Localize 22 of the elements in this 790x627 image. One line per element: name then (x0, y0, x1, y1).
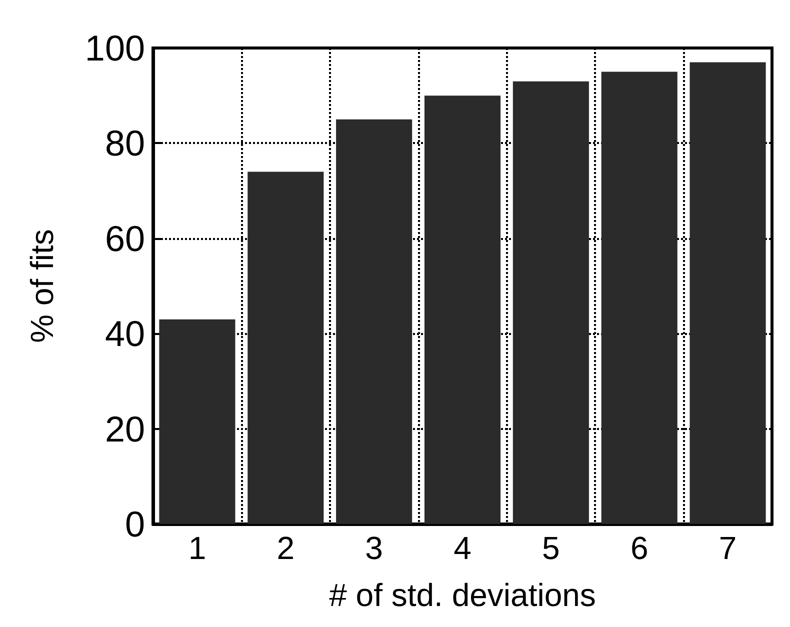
x-tick-label: 1 (188, 530, 206, 566)
bar (601, 72, 678, 524)
x-tick-label: 3 (365, 530, 383, 566)
x-tick-label: 4 (454, 530, 472, 566)
x-tick-label: 6 (630, 530, 648, 566)
y-tick-label: 60 (104, 218, 145, 259)
bar (512, 81, 589, 524)
bar (248, 172, 324, 524)
bar (690, 62, 766, 524)
y-tick-label: 40 (104, 313, 145, 354)
y-tick-label: 80 (104, 122, 145, 164)
x-tick-label: 7 (718, 530, 737, 566)
x-tick-label: 5 (542, 530, 560, 566)
y-tick-label: 100 (84, 28, 145, 68)
x-tick-label: 2 (276, 530, 295, 566)
y-tick-label: 20 (104, 408, 145, 450)
x-axis-title: # of std. deviations (329, 577, 596, 613)
y-tick-label: 0 (124, 504, 145, 544)
bar (159, 319, 236, 524)
bar (336, 119, 412, 524)
y-axis-title: % of fits (24, 229, 60, 343)
bar (424, 96, 501, 524)
